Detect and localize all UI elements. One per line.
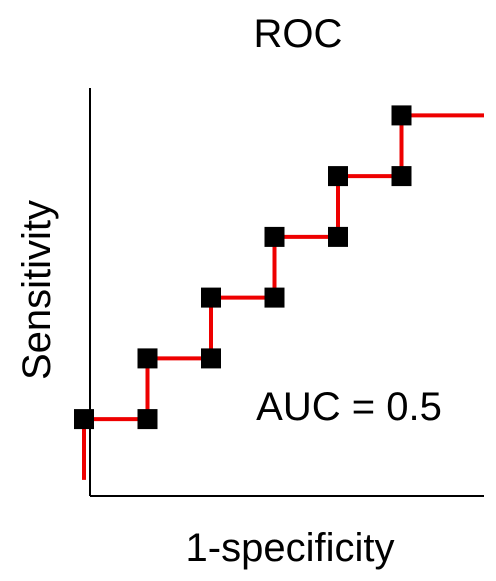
roc-point-marker-9 [328, 166, 348, 187]
roc-point-marker-2 [137, 409, 158, 430]
roc-point-marker-8 [328, 226, 348, 247]
roc-point-marker-6 [264, 287, 285, 308]
roc-point-marker-7 [264, 226, 285, 247]
roc-point-marker-10 [391, 166, 412, 187]
roc-point-marker-3 [137, 348, 158, 369]
auc-annotation: AUC = 0.5 [256, 385, 442, 429]
roc-point-marker-11 [391, 105, 412, 126]
x-axis-label: 1-specificity [186, 526, 395, 570]
roc-point-marker-5 [201, 287, 221, 308]
y-axis-label: Sensitivity [15, 200, 59, 380]
roc-marker-layer [74, 105, 412, 430]
chart-title: ROC [254, 12, 343, 56]
roc-point-marker-4 [201, 348, 221, 369]
roc-point-marker-1 [74, 409, 94, 430]
